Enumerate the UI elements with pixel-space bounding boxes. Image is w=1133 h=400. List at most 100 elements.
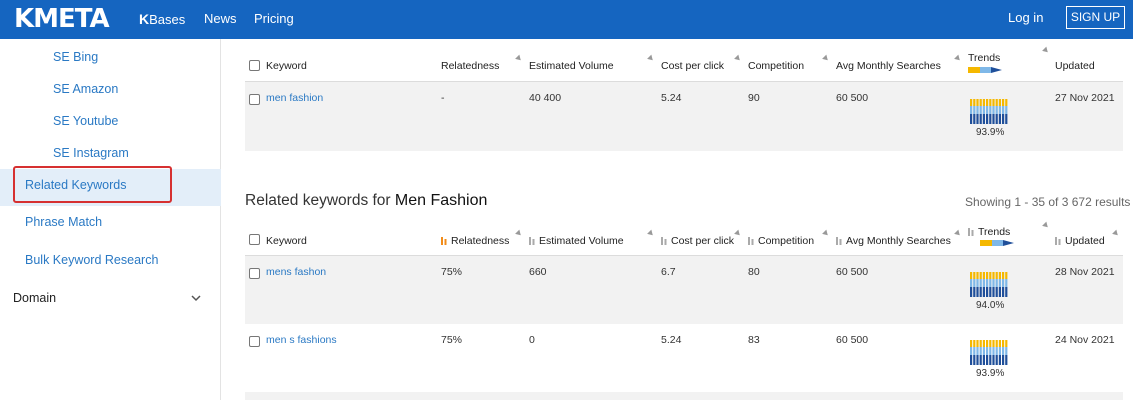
sidebar-item-bulk-keyword-research[interactable]: Bulk Keyword Research: [25, 253, 159, 267]
header-competition[interactable]: Competition: [748, 60, 805, 72]
logo-text: KMETA: [14, 4, 110, 34]
top-nav-bar: KMETA KBases News Pricing Log in SIGN UP: [0, 0, 1133, 39]
header-trends[interactable]: Trends: [978, 226, 1011, 238]
cell-avg-monthly: 60 500: [836, 92, 869, 104]
trend-sparkline-icon: [970, 99, 1008, 124]
cell-volume: 660: [529, 266, 547, 278]
trend-sparkline-icon: [970, 340, 1008, 365]
sidebar-item-se-bing[interactable]: SE Bing: [53, 50, 99, 64]
header-updated[interactable]: Updated: [1055, 60, 1095, 72]
sort-corner-icon: [822, 229, 830, 238]
title-keyword: Men Fashion: [394, 192, 488, 209]
kmeta-logo[interactable]: KMETA: [14, 4, 110, 34]
keyword-link[interactable]: mens fashon: [266, 266, 327, 278]
related-table-header: Keyword Relatedness Estimated Volume Cos…: [245, 218, 1123, 256]
select-all-checkbox[interactable]: [249, 60, 260, 71]
trend-legend-icon: [980, 240, 1014, 246]
sort-corner-icon: [954, 54, 962, 63]
sort-corner-icon: [647, 54, 655, 63]
cell-updated: 24 Nov 2021: [1055, 334, 1115, 346]
sidebar-item-domain[interactable]: Domain: [13, 291, 57, 305]
cell-avg-monthly: 60 500: [836, 266, 869, 278]
cell-avg-monthly: 60 500: [836, 334, 869, 346]
sidebar: SE Bing SE Amazon SE Youtube SE Instagra…: [0, 39, 221, 400]
results-count: Showing 1 - 35 of 3 672 results: [965, 195, 1131, 209]
cell-relatedness: 75%: [441, 266, 463, 278]
header-avg-monthly-searches[interactable]: Avg Monthly Searches: [846, 235, 951, 247]
sidebar-item-se-youtube[interactable]: SE Youtube: [53, 114, 119, 128]
header-updated[interactable]: Updated: [1065, 235, 1105, 247]
chevron-down-icon[interactable]: [190, 292, 202, 304]
cell-volume: 40 400: [529, 92, 562, 104]
cell-relatedness: -: [441, 92, 445, 104]
related-keywords-table: Keyword Relatedness Estimated Volume Cos…: [245, 218, 1123, 400]
sort-corner-icon: [954, 229, 962, 238]
related-keywords-title: Related keywords for Men Fashion: [245, 191, 487, 211]
sort-corner-icon: [1042, 46, 1050, 55]
signup-button[interactable]: SIGN UP: [1066, 6, 1125, 29]
nav-news-link[interactable]: News: [204, 11, 237, 26]
login-link[interactable]: Log in: [1008, 10, 1044, 25]
header-estimated-volume[interactable]: Estimated Volume: [529, 60, 614, 72]
cell-cpc: 5.24: [661, 92, 682, 104]
nav-kbases-link[interactable]: KBases: [139, 11, 185, 28]
sidebar-item-related-keywords[interactable]: Related Keywords: [25, 178, 127, 192]
header-estimated-volume[interactable]: Estimated Volume: [539, 235, 624, 247]
nav-pricing-link[interactable]: Pricing: [254, 11, 294, 26]
header-keyword[interactable]: Keyword: [266, 235, 307, 247]
sort-icon[interactable]: [748, 237, 754, 245]
table-row: men fashion - 40 400 5.24 90 60 500 93.9…: [245, 82, 1123, 151]
table-row: [245, 392, 1123, 400]
sidebar-item-se-amazon[interactable]: SE Amazon: [53, 82, 119, 96]
sort-corner-icon: [822, 54, 830, 63]
header-competition[interactable]: Competition: [758, 235, 815, 247]
header-cost-per-click[interactable]: Cost per click: [661, 60, 725, 72]
cell-updated: 28 Nov 2021: [1055, 266, 1115, 278]
select-all-checkbox[interactable]: [249, 234, 260, 245]
cell-competition: 90: [748, 92, 760, 104]
main-table-header: Keyword Relatedness Estimated Volume Cos…: [245, 39, 1123, 82]
row-checkbox[interactable]: [249, 336, 260, 347]
header-cost-per-click[interactable]: Cost per click: [671, 235, 735, 247]
cell-cpc: 5.24: [661, 334, 682, 346]
cell-competition: 80: [748, 266, 760, 278]
title-prefix: Related keywords for: [245, 192, 391, 209]
sort-corner-icon: [515, 229, 523, 238]
sidebar-active-highlight: [0, 169, 221, 206]
cell-volume: 0: [529, 334, 535, 346]
trend-percent: 93.9%: [976, 127, 1005, 138]
cell-competition: 83: [748, 334, 760, 346]
cell-updated: 27 Nov 2021: [1055, 92, 1115, 104]
keyword-link[interactable]: men s fashions: [266, 334, 337, 346]
sort-icon[interactable]: [661, 237, 667, 245]
sort-icon[interactable]: [836, 237, 842, 245]
trend-sparkline-icon: [970, 272, 1008, 297]
sort-corner-icon: [734, 229, 742, 238]
sort-icon[interactable]: [968, 228, 974, 236]
kbases-label: Bases: [149, 12, 186, 27]
sort-active-icon[interactable]: [441, 237, 447, 245]
sidebar-active-outline: [13, 166, 172, 203]
header-relatedness[interactable]: Relatedness: [451, 235, 510, 247]
keyword-link[interactable]: men fashion: [266, 92, 324, 104]
header-avg-monthly-searches[interactable]: Avg Monthly Searches: [836, 60, 941, 72]
main-keyword-table: Keyword Relatedness Estimated Volume Cos…: [245, 39, 1123, 151]
sort-icon[interactable]: [529, 237, 535, 245]
header-relatedness[interactable]: Relatedness: [441, 60, 500, 72]
table-row: mens fashon 75% 660 6.7 80 60 500 94.0% …: [245, 256, 1123, 324]
sort-corner-icon: [734, 54, 742, 63]
sort-icon[interactable]: [1055, 237, 1061, 245]
row-checkbox[interactable]: [249, 94, 260, 105]
row-checkbox[interactable]: [249, 268, 260, 279]
trend-percent: 94.0%: [976, 300, 1005, 311]
table-row: men s fashions 75% 0 5.24 83 60 500 93.9…: [245, 324, 1123, 392]
sort-corner-icon: [515, 54, 523, 63]
sidebar-item-se-instagram[interactable]: SE Instagram: [53, 146, 129, 160]
sort-corner-icon: [1042, 221, 1050, 230]
sort-corner-icon: [647, 229, 655, 238]
header-keyword[interactable]: Keyword: [266, 60, 307, 72]
trend-percent: 93.9%: [976, 368, 1005, 379]
sidebar-item-phrase-match[interactable]: Phrase Match: [25, 215, 103, 229]
sort-corner-icon: [1112, 229, 1120, 238]
header-trends[interactable]: Trends: [968, 52, 1001, 64]
